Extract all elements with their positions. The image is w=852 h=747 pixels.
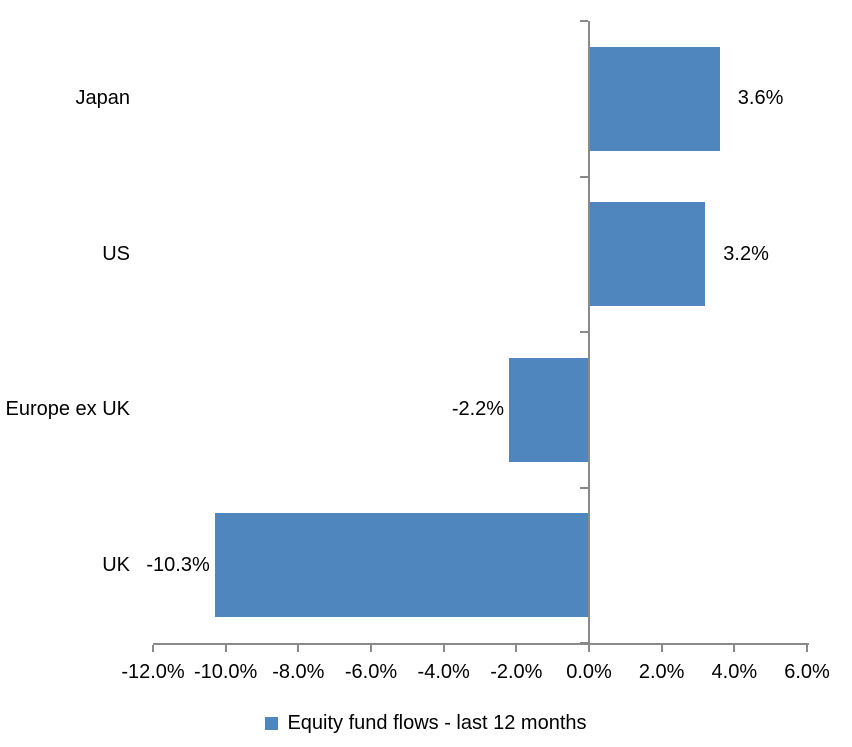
category-label-uk: UK xyxy=(102,553,130,576)
y-axis-tick xyxy=(580,20,588,22)
x-axis-tick xyxy=(370,645,372,652)
x-axis-tick xyxy=(806,645,808,652)
x-axis-tick xyxy=(224,645,227,652)
x-axis-tick xyxy=(442,645,445,652)
x-axis-tick xyxy=(515,645,518,652)
category-label-europe-ex-uk: Europe ex UK xyxy=(5,398,130,421)
data-label-japan: 3.6% xyxy=(737,87,784,110)
x-axis-tick-label: 6.0% xyxy=(784,661,830,683)
x-axis-tick-label: -12.0% xyxy=(121,661,185,683)
category-label-japan: Japan xyxy=(75,87,131,110)
y-axis-tick xyxy=(580,642,588,644)
bar-us xyxy=(590,202,706,307)
data-label-uk: -10.3% xyxy=(146,553,210,576)
bar-europe-ex-uk xyxy=(509,357,588,462)
x-axis-tick-label: -2.0% xyxy=(490,661,543,683)
plot-area: Japan 3.6% US 3.2% Europe ex UK -2.2% UK -10.3%… xyxy=(5,20,830,683)
legend-marker-square xyxy=(265,716,279,730)
data-label-europe-ex-uk: -2.2% xyxy=(451,398,505,421)
bar-japan xyxy=(590,46,720,151)
x-axis-tick xyxy=(660,645,663,652)
legend-label: Equity fund flows - last 12 months xyxy=(287,711,587,734)
y-axis-line xyxy=(588,21,590,652)
x-axis-tick xyxy=(152,645,154,652)
x-axis-tick-label: -4.0% xyxy=(417,661,470,683)
x-axis-tick-label: 4.0% xyxy=(711,661,758,683)
x-axis-tick-label: -10.0% xyxy=(193,661,258,683)
data-label-us: 3.2% xyxy=(723,242,769,265)
x-axis-tick xyxy=(733,645,736,652)
x-axis-tick-label: 0.0% xyxy=(566,661,612,683)
y-axis-tick xyxy=(580,331,588,333)
x-axis-tick xyxy=(588,645,590,652)
category-label-us: US xyxy=(102,242,130,265)
y-axis-tick xyxy=(580,175,588,178)
x-axis-tick-label: -6.0% xyxy=(344,661,398,683)
x-axis-tick xyxy=(297,645,300,652)
x-axis-tick-label: -8.0% xyxy=(272,661,325,683)
bar-uk xyxy=(214,513,588,618)
legend: Equity fund flows - last 12 months xyxy=(0,708,852,738)
y-axis-tick xyxy=(580,486,588,489)
x-axis-line xyxy=(153,643,809,645)
x-axis-tick-label: 2.0% xyxy=(638,661,685,683)
